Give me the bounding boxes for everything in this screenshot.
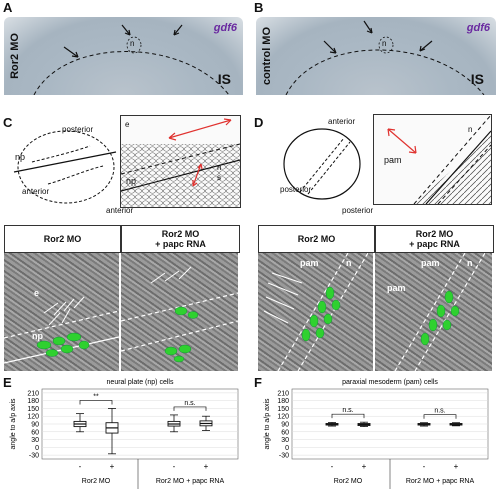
- y-tick-label: 90: [281, 422, 289, 429]
- panel-c-np-micro-label: np: [32, 331, 43, 341]
- significance-label: n.s.: [184, 400, 195, 407]
- y-tick-label: 30: [281, 437, 289, 444]
- panel-d-posterior-bottom-label: posterior: [342, 206, 374, 215]
- y-tick-label: 180: [277, 398, 289, 405]
- x-group-label: Ror2 MO + papc RNA: [156, 478, 225, 485]
- x-group-label: Ror2 MO + papc RNA: [406, 478, 475, 485]
- panel-letter-b: B: [254, 0, 264, 15]
- panel-c-anterior-label: anterior: [22, 187, 50, 196]
- y-tick-label: 30: [31, 437, 39, 444]
- panel-c-inset-s-label: s: [217, 173, 221, 182]
- chart-e: neural plate (np) cells angle to a/p axis…: [10, 379, 239, 489]
- y-tick-label: 210: [277, 390, 289, 397]
- x-tick-sign: +: [362, 462, 367, 471]
- x-tick-sign: +: [110, 462, 115, 471]
- y-tick-label: 90: [31, 422, 39, 429]
- panel-d-embryo-schematic: [283, 128, 361, 200]
- chart-title: paraxial mesoderm (pam) cells: [342, 379, 438, 386]
- y-tick-label: 120: [277, 414, 289, 421]
- y-tick-label: 150: [277, 406, 289, 413]
- chart-f: paraxial mesoderm (pam) cells angle to a/…: [264, 379, 489, 489]
- y-tick-label: 150: [27, 406, 39, 413]
- panel-d-posterior-label: posterior: [280, 185, 312, 194]
- y-tick-label: -30: [29, 453, 39, 460]
- significance-label: **: [93, 393, 99, 400]
- panel-d-left-n-label: n: [346, 258, 352, 268]
- x-group-label: Ror2 MO: [82, 478, 111, 485]
- y-tick-label: 180: [27, 398, 39, 405]
- panel-c-right-header: Ror2 MO + papc RNA: [121, 225, 240, 253]
- panel-c-e-micro-label: e: [34, 288, 40, 298]
- x-group-label: Ror2 MO: [334, 478, 363, 485]
- panel-c-left-micrograph: np e: [4, 253, 119, 371]
- x-tick-sign: -: [331, 462, 334, 471]
- panel-a-marker: n: [130, 39, 135, 48]
- panel-b-side-label: control MO: [261, 26, 273, 86]
- x-tick-sign: +: [454, 462, 459, 471]
- panel-d-left-pam-label: pam: [300, 258, 319, 268]
- chart-title: neural plate (np) cells: [107, 379, 174, 386]
- panel-c-micrographs: Ror2 MO Ror2 MO + papc RNA np e: [4, 225, 240, 371]
- panel-letter-a: A: [3, 0, 13, 15]
- panel-a-image: Ror2 MO gdf6 IS n: [4, 17, 243, 95]
- x-tick-sign: -: [173, 462, 176, 471]
- panel-letter-c: C: [3, 115, 13, 130]
- panel-letter-f: F: [254, 375, 262, 390]
- panel-c-posterior-label: posterior: [62, 125, 94, 134]
- x-tick-sign: +: [204, 462, 209, 471]
- y-axis-label: angle to a/p axis: [264, 398, 271, 449]
- significance-label: n.s.: [342, 407, 353, 414]
- panel-letter-d: D: [254, 115, 264, 130]
- significance-bracket: [173, 406, 207, 411]
- panel-b-marker: n: [382, 39, 387, 48]
- y-tick-label: 120: [27, 414, 39, 421]
- panel-d-inset-pam-label: pam: [384, 155, 402, 165]
- y-tick-label: -30: [279, 453, 289, 460]
- panel-d-anterior-label: anterior: [328, 117, 356, 126]
- significance-label: n.s.: [434, 408, 445, 415]
- panel-d-right-header: Ror2 MO + papc RNA: [375, 225, 494, 253]
- panel-c-inset-e-label: e: [125, 120, 130, 129]
- panel-d-left-header: Ror2 MO: [258, 225, 375, 253]
- panel-d-inset: pam n: [373, 114, 492, 205]
- x-tick-sign: -: [423, 462, 426, 471]
- panel-a-stage-label: IS: [217, 71, 231, 87]
- y-tick-label: 0: [35, 445, 39, 452]
- panel-a-side-label: Ror2 MO: [9, 33, 21, 79]
- panel-a-gene-label: gdf6: [213, 22, 237, 34]
- panel-c-embryo-schematic: [13, 130, 117, 204]
- panel-b-gene-label: gdf6: [466, 22, 490, 34]
- y-tick-label: 60: [31, 429, 39, 436]
- y-tick-label: 60: [281, 429, 289, 436]
- panel-d-right-n-label: n: [467, 258, 473, 268]
- panel-d-right-pam-label-2: pam: [387, 283, 406, 293]
- panel-c-right-micrograph: [121, 253, 238, 371]
- panel-c-inset: e np n s: [120, 115, 241, 208]
- panel-b-outline: [285, 20, 485, 95]
- panel-d-inset-n-label: n: [468, 125, 473, 134]
- x-tick-sign: -: [79, 462, 82, 471]
- panel-d-right-pam-label: pam: [421, 258, 440, 268]
- panel-b-image: control MO gdf6 IS n: [256, 17, 496, 95]
- panel-b-stage-label: IS: [470, 71, 484, 87]
- panel-a-outline: [33, 24, 230, 95]
- y-tick-label: 210: [27, 390, 39, 397]
- significance-bracket: [331, 413, 365, 419]
- panel-c-anterior-bottom-label: anterior: [106, 206, 134, 215]
- panel-letter-e: E: [3, 375, 12, 390]
- panel-d-right-micrograph: pam n pam: [375, 253, 492, 371]
- significance-bracket: [423, 414, 457, 419]
- panel-d-micrographs: Ror2 MO Ror2 MO + papc RNA pam n: [258, 225, 494, 371]
- panel-d-left-micrograph: pam n: [258, 253, 373, 371]
- panel-c-np-label: np: [15, 152, 26, 162]
- y-axis-label: angle to a/p axis: [10, 398, 17, 449]
- panel-c-inset-n-label: n: [217, 163, 222, 172]
- panel-c-left-header: Ror2 MO: [4, 225, 121, 253]
- y-tick-label: 0: [285, 445, 289, 452]
- panel-c-inset-np-label: np: [126, 176, 137, 186]
- significance-bracket: [79, 400, 113, 405]
